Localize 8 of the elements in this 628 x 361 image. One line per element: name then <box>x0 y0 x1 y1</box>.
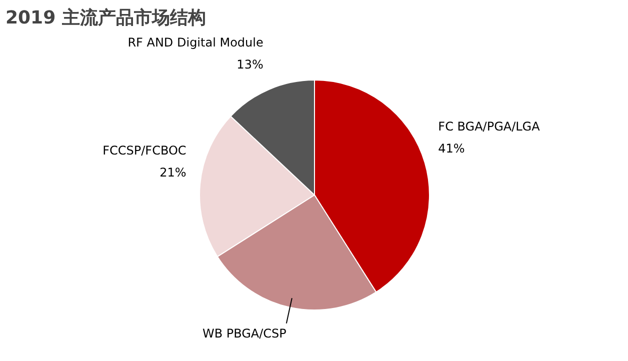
data-label: 21% <box>160 166 186 180</box>
slice-label: RF AND Digital Module <box>128 35 264 50</box>
data-label: 13% <box>236 57 264 72</box>
slice-label: WB PBGA/CSP <box>202 326 286 340</box>
chart-title: 2019 主流产品市场结构 <box>6 8 206 28</box>
data-label: 41% <box>438 141 465 156</box>
slice-label: FC BGA/PGA/LGA <box>438 119 541 134</box>
slice-label: FCCSP/FCBOC <box>102 144 186 158</box>
